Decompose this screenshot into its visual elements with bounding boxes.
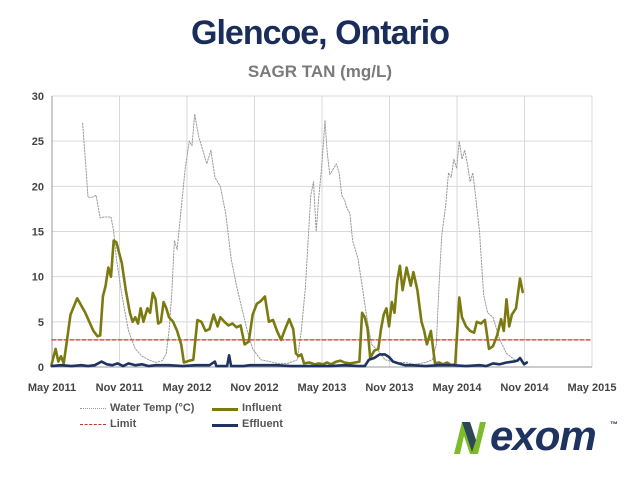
- y-tick-label: 15: [32, 227, 44, 239]
- nexom-logo-text: exom: [490, 412, 597, 459]
- nexom-logo: exom ™: [450, 412, 620, 460]
- x-tick-label: May 2015: [568, 382, 617, 394]
- legend-label-limit: Limit: [110, 418, 137, 430]
- y-tick-label: 25: [32, 136, 44, 148]
- y-tick-label: 30: [32, 91, 44, 103]
- legend-swatch-water-temp: [80, 408, 106, 409]
- legend-label-influent: Influent: [242, 402, 282, 414]
- legend-swatch-limit: [80, 424, 106, 425]
- x-tick-label: May 2014: [433, 382, 483, 394]
- series-line-water-temp: [82, 113, 516, 365]
- y-tick-label: 10: [32, 272, 44, 284]
- chart-subtitle: SAGR TAN (mg/L): [247, 62, 393, 81]
- x-tick-label: Nov 2014: [500, 382, 549, 394]
- series-line-effluent: [50, 353, 529, 368]
- x-tick-label: May 2012: [163, 382, 212, 394]
- legend-swatch-influent: [212, 408, 238, 411]
- page-title: Glencoe, Ontario: [191, 14, 450, 52]
- x-tick-label: Nov 2013: [365, 382, 413, 394]
- x-tick-label: Nov 2012: [230, 382, 278, 394]
- legend-label-water-temp: Water Temp (°C): [110, 402, 195, 414]
- nexom-logo-mark: [454, 422, 486, 454]
- y-tick-label: 20: [32, 181, 44, 193]
- series-line-influent: [50, 239, 524, 367]
- legend-label-effluent: Effluent: [242, 418, 283, 430]
- series-lines: [50, 113, 593, 368]
- y-tick-label: 0: [38, 362, 44, 374]
- legend-swatch-effluent: [212, 424, 238, 427]
- trademark-symbol: ™: [610, 420, 618, 429]
- gridlines: [51, 95, 593, 368]
- x-tick-label: Nov 2011: [96, 382, 144, 394]
- x-tick-label: May 2013: [298, 382, 347, 394]
- x-tick-label: May 2011: [28, 382, 76, 394]
- axes: 0 5 10 15 20 25 30 May 2011 Nov 2011 May 2012 Nov …: [28, 91, 617, 394]
- y-tick-label: 5: [38, 317, 44, 329]
